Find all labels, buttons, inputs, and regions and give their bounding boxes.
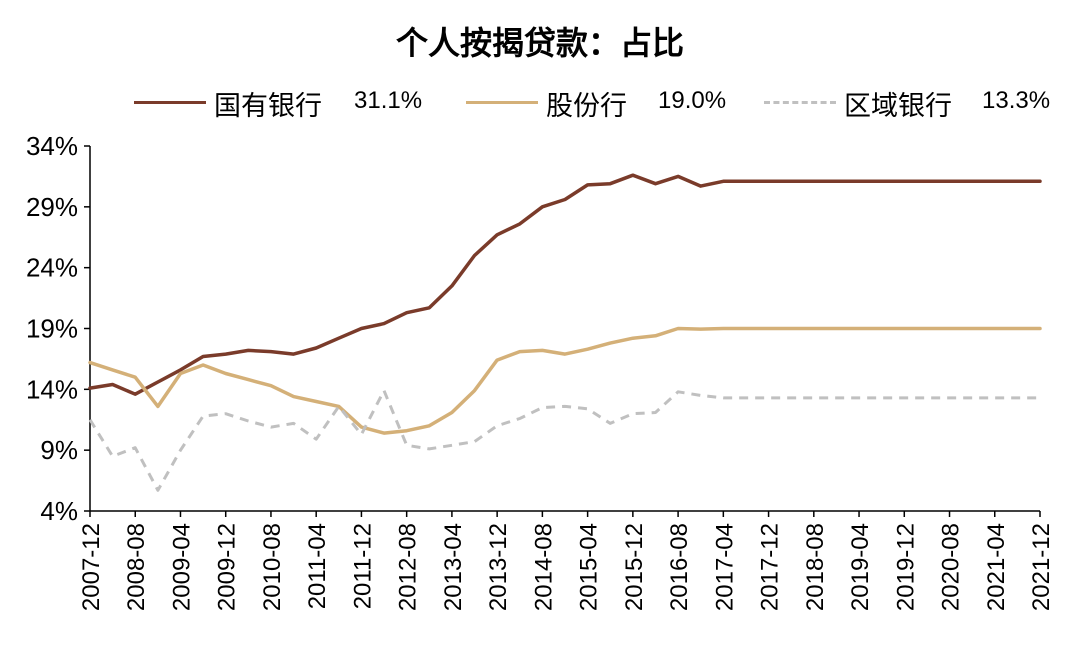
y-tick-label: 19% bbox=[26, 314, 78, 344]
x-tick-label: 2010-08 bbox=[259, 523, 286, 611]
x-tick-label: 2013-12 bbox=[485, 523, 512, 611]
x-tick-label: 2008-08 bbox=[123, 523, 150, 611]
y-tick-label: 29% bbox=[26, 192, 78, 222]
series-line-2 bbox=[88, 326, 1042, 435]
x-tick-label: 2013-04 bbox=[440, 523, 467, 611]
x-tick-label: 2015-04 bbox=[576, 523, 603, 611]
x-tick-label: 2011-12 bbox=[349, 523, 376, 609]
legend-label-series-1: 国有银行 bbox=[214, 91, 322, 122]
y-tick-label: 34% bbox=[26, 131, 78, 161]
y-tick-label: 14% bbox=[26, 374, 78, 404]
legend-swatch-series-3 bbox=[764, 101, 836, 104]
legend-label-series-2: 股份行 bbox=[546, 91, 627, 122]
x-tick-label: 2019-04 bbox=[847, 523, 874, 611]
x-tick-label: 2019-12 bbox=[892, 523, 919, 611]
x-tick-label: 2021-04 bbox=[983, 523, 1010, 611]
x-tick-label: 2011-04 bbox=[304, 523, 331, 609]
series-line-3 bbox=[88, 389, 1040, 492]
legend-value-series-1: 31.1% bbox=[354, 87, 423, 114]
y-tick-label: 9% bbox=[40, 435, 78, 465]
x-tick-label: 2016-08 bbox=[666, 523, 693, 611]
x-tick-label: 2018-08 bbox=[802, 523, 829, 611]
y-tick-label: 4% bbox=[40, 496, 78, 526]
legend: 国有银行 31.1% 股份行 19.0% 区域银行 13.3% bbox=[0, 82, 1080, 122]
x-tick-label: 2017-04 bbox=[711, 523, 738, 611]
y-tick-label: 24% bbox=[26, 253, 78, 283]
x-tick-label: 2009-12 bbox=[214, 523, 241, 611]
x-tick-label: 2009-04 bbox=[168, 523, 195, 611]
chart-title: 个人按揭贷款：占比 bbox=[395, 24, 684, 62]
legend-value-series-2: 19.0% bbox=[658, 87, 727, 114]
x-tick-label: 2007-12 bbox=[78, 523, 105, 611]
x-tick-label: 2014-08 bbox=[530, 523, 557, 611]
x-tick-label: 2020-08 bbox=[938, 523, 965, 611]
x-tick-label: 2017-12 bbox=[757, 523, 784, 611]
x-tick-label: 2021-12 bbox=[1028, 523, 1055, 611]
x-tick-label: 2012-08 bbox=[395, 523, 422, 611]
series-line-1 bbox=[88, 173, 1042, 396]
x-tick-label: 2015-12 bbox=[621, 523, 648, 611]
legend-label-series-3: 区域银行 bbox=[844, 91, 952, 122]
legend-swatch-series-1 bbox=[134, 101, 206, 104]
legend-swatch-series-2 bbox=[466, 101, 538, 104]
legend-value-series-3: 13.3% bbox=[982, 87, 1051, 114]
